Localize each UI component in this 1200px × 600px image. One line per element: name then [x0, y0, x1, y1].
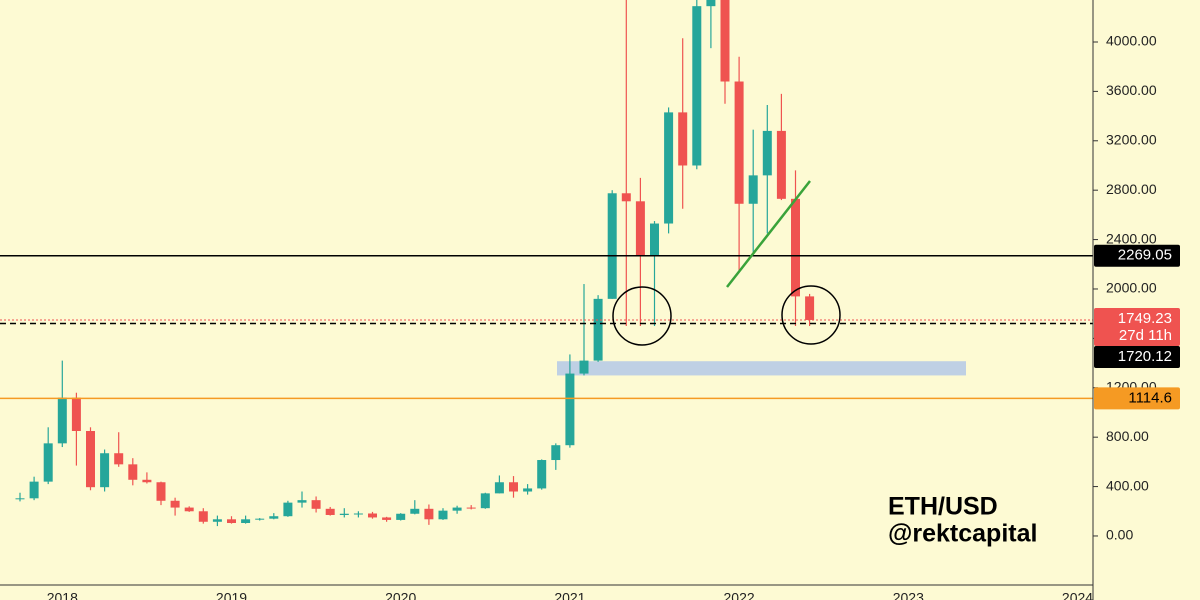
y-tick-label: 3600.00: [1106, 82, 1157, 98]
candle-body: [396, 513, 406, 520]
candle-body: [410, 508, 420, 514]
price-tag-label: 1720.12: [1118, 348, 1172, 365]
y-axis-labels: 0.00400.00800.001200.001600.002000.00240…: [1093, 33, 1180, 543]
candle-body: [579, 360, 589, 374]
candle-body: [635, 201, 645, 256]
candle-body: [255, 518, 265, 520]
price-tag-label: 1114.6: [1128, 389, 1172, 406]
plot: 2018 2019 2020 2021 2022 2023 2024: [0, 0, 1093, 600]
support-zone: [557, 361, 966, 376]
candle-body: [142, 479, 152, 483]
x-tick-label: 2023: [893, 590, 924, 600]
candle-body: [227, 519, 236, 524]
candle-body: [325, 508, 335, 515]
price-tag: [1094, 244, 1180, 267]
author-label: @rektcapital: [888, 520, 1037, 548]
candle-body: [170, 500, 180, 508]
y-tick-label: 2400.00: [1106, 230, 1157, 246]
x-tick-label: 2022: [724, 590, 755, 600]
y-tick-label: 400.00: [1106, 477, 1149, 493]
candle-body: [551, 445, 561, 461]
price-tag-label: 2269.05: [1118, 247, 1172, 264]
candle-body: [15, 498, 25, 500]
candle-body: [805, 296, 815, 320]
candle-body: [283, 502, 293, 517]
y-tick-label: 800.00: [1106, 428, 1149, 444]
y-tick-label: 0.00: [1106, 527, 1133, 543]
candle-body: [678, 112, 688, 166]
candle-body: [297, 500, 307, 503]
candle-body: [156, 482, 166, 501]
candle-body: [664, 112, 674, 224]
candle-body: [382, 517, 392, 520]
candle-body: [466, 507, 476, 509]
circle-annotation: [781, 285, 841, 345]
price-tag: [1094, 387, 1180, 410]
candle-body: [791, 198, 800, 297]
candle-body: [29, 481, 39, 499]
candle-body: [368, 513, 377, 518]
y-tick-label: 3200.00: [1106, 131, 1157, 147]
candle-body: [198, 511, 208, 522]
candle-body: [241, 519, 251, 524]
x-tick-label: 2019: [216, 590, 247, 600]
candle-body: [353, 513, 363, 515]
candle-body: [734, 81, 744, 204]
y-tick-label: 2800.00: [1106, 181, 1157, 197]
candle-body: [720, 0, 730, 82]
candle-body: [57, 397, 67, 444]
y-tick-label: 2000.00: [1106, 280, 1157, 296]
candle-body: [311, 500, 321, 509]
candle-body: [523, 488, 533, 492]
trendline: [726, 180, 811, 288]
x-tick-label: 2020: [385, 590, 416, 600]
candle-body: [776, 130, 786, 199]
candle-body: [762, 130, 772, 176]
symbol-label: ETH/USD: [888, 493, 998, 521]
candle-body: [565, 373, 575, 446]
candle-body: [537, 460, 547, 489]
candle-body: [212, 519, 222, 522]
x-tick-label: 2018: [47, 590, 78, 600]
candle-body: [706, 0, 716, 7]
candle-body: [480, 493, 490, 509]
countdown-label: 27d 11h: [1119, 327, 1172, 344]
candle-body: [650, 223, 659, 256]
price-tag: [1094, 307, 1180, 346]
circle-annotation: [612, 286, 672, 346]
candle-body: [607, 193, 617, 299]
candle-body: [184, 507, 194, 512]
candle-body: [424, 508, 434, 520]
candle-body: [43, 443, 53, 482]
candle-body: [86, 431, 95, 488]
candle-body: [71, 397, 81, 432]
candle-body: [593, 298, 603, 361]
candle-body: [494, 482, 504, 494]
candle-body: [100, 453, 110, 488]
candle-body: [748, 175, 758, 204]
price-tag-label: 1749.23: [1118, 310, 1172, 327]
candle-body: [128, 464, 138, 480]
candle-body: [692, 6, 702, 166]
candle-body: [509, 482, 518, 492]
price-tag: [1094, 345, 1180, 368]
y-tick-label: 4000.00: [1106, 33, 1157, 49]
candle-body: [269, 516, 279, 519]
x-tick-label: 2024: [1062, 590, 1093, 600]
candle-body: [339, 513, 349, 515]
candle-body: [621, 193, 631, 202]
x-tick-label: 2021: [554, 590, 585, 600]
candle-body: [438, 510, 448, 520]
candle-body: [114, 453, 124, 465]
candle-body: [452, 507, 462, 511]
